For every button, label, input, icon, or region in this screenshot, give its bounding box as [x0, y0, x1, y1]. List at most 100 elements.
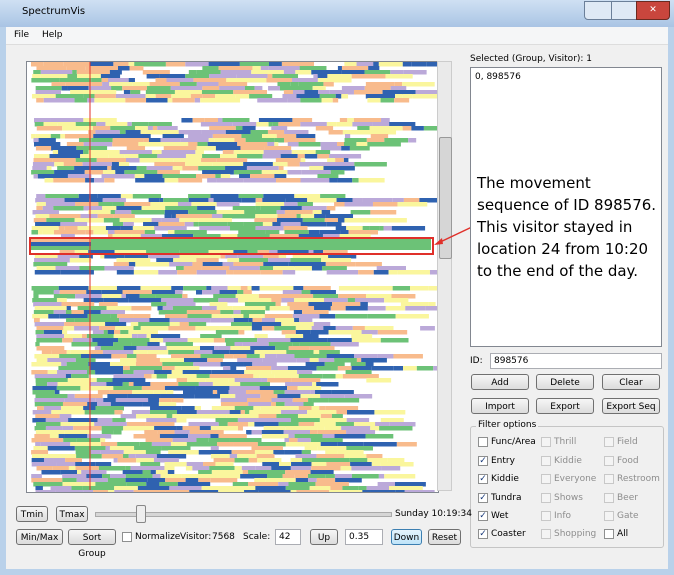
selected-list[interactable]: 0, 898576	[470, 67, 662, 347]
filter-checkbox[interactable]: ✓	[478, 529, 488, 539]
sequence-segment	[269, 306, 290, 311]
sequence-segment	[136, 458, 154, 463]
filter-checkbox[interactable]: ✓	[478, 474, 488, 484]
slider-handle[interactable]	[136, 505, 146, 523]
sequence-segment	[59, 250, 75, 255]
sequence-segment	[80, 154, 109, 159]
sequence-segment	[258, 414, 277, 419]
filter-checkbox[interactable]	[604, 529, 614, 539]
sequence-segment	[267, 74, 273, 79]
sequence-segment	[152, 126, 158, 131]
sequence-segment	[395, 314, 429, 319]
sequence-segment	[244, 490, 259, 492]
sequence-segment	[397, 270, 430, 275]
sequence-segment	[72, 338, 93, 343]
sequence-segment	[382, 90, 416, 95]
sequence-segment	[257, 338, 291, 343]
filter-checkbox[interactable]: ✓	[478, 456, 488, 466]
action-button[interactable]: Delete	[536, 374, 594, 390]
filter-checkbox	[541, 529, 551, 539]
id-input[interactable]: 898576	[490, 353, 662, 369]
sequence-segment	[42, 206, 54, 211]
action-button[interactable]: Export Seq	[602, 398, 660, 414]
sequence-segment	[32, 298, 57, 303]
time-slider[interactable]	[95, 512, 392, 517]
sequence-segment	[313, 294, 339, 299]
filter-checkbox[interactable]: ✓	[478, 511, 488, 521]
sequence-segment	[145, 130, 179, 135]
sequence-segment	[100, 74, 121, 79]
close-button[interactable]: ✕	[636, 1, 670, 20]
step-input[interactable]: 0.35	[345, 529, 383, 545]
sequence-segment	[355, 262, 382, 267]
sequence-segment	[238, 330, 245, 335]
sequence-segment	[215, 94, 236, 99]
scale-input[interactable]: 42	[275, 529, 301, 545]
sequence-segment	[35, 134, 51, 139]
sequence-segment	[162, 174, 197, 179]
menu-item[interactable]: File	[14, 30, 30, 40]
sequence-segment	[262, 222, 273, 227]
action-button[interactable]: Import	[471, 398, 529, 414]
sequence-segment	[111, 162, 119, 167]
sequence-segment	[283, 430, 311, 435]
sequence-segment	[165, 206, 198, 211]
sequence-segment	[65, 134, 94, 139]
sequence-segment	[64, 198, 90, 203]
sequence-segment	[33, 482, 63, 487]
up-button[interactable]: Up	[310, 529, 338, 545]
sequence-segment	[344, 134, 351, 139]
sequence-segment	[114, 250, 147, 255]
down-button[interactable]: Down	[391, 529, 422, 545]
sequence-segment	[95, 482, 127, 487]
sequence-segment	[321, 98, 333, 103]
sequence-segment	[174, 90, 202, 95]
sequence-segment	[35, 442, 41, 447]
sequence-segment	[379, 226, 384, 231]
sequence-segment	[351, 334, 373, 339]
filter-checkbox[interactable]	[478, 437, 488, 447]
sequence-segment	[127, 394, 161, 399]
scroll-thumb[interactable]	[439, 137, 452, 259]
sequence-segment	[145, 94, 156, 99]
sequence-segment	[133, 382, 151, 387]
filter-checkbox[interactable]: ✓	[478, 493, 488, 503]
minmax-button[interactable]: Min/Max	[16, 529, 63, 545]
sequence-segment	[111, 86, 123, 91]
sequence-segment	[195, 150, 204, 155]
sequence-segment	[285, 470, 311, 475]
sequence-segment	[34, 426, 46, 431]
sequence-segment	[237, 426, 243, 431]
sequence-segment	[261, 434, 289, 439]
sequence-segment	[252, 362, 277, 367]
sequence-segment	[327, 338, 352, 343]
sequence-segment	[99, 326, 116, 331]
sequence-segment	[33, 154, 50, 159]
sequence-segment	[164, 142, 189, 147]
sequence-segment	[199, 426, 211, 431]
action-button[interactable]: Clear	[602, 374, 660, 390]
sequence-segment	[297, 154, 305, 159]
menu-item[interactable]: Help	[42, 30, 63, 40]
sequence-segment	[113, 334, 132, 339]
tmax-button[interactable]: Tmax	[56, 506, 88, 522]
sequence-segment	[232, 314, 244, 319]
sequence-segment	[106, 382, 123, 387]
scrollbar[interactable]	[437, 61, 452, 491]
tmin-button[interactable]: Tmin	[16, 506, 48, 522]
sequence-segment	[130, 90, 141, 95]
list-item[interactable]: 0, 898576	[475, 72, 521, 82]
sequence-segment	[172, 414, 203, 419]
sequence-segment	[294, 434, 323, 439]
normalize-checkbox[interactable]	[122, 532, 132, 542]
reset-button[interactable]: Reset	[428, 529, 461, 545]
sequence-segment	[252, 318, 262, 323]
sequence-segment	[162, 362, 194, 367]
sequence-segment	[83, 310, 101, 315]
action-button[interactable]: Add	[471, 374, 529, 390]
sequence-segment	[153, 390, 167, 395]
sequence-segment	[227, 422, 248, 427]
sort-group-button[interactable]: Sort Group	[68, 529, 116, 559]
sequence-segment	[362, 198, 393, 203]
action-button[interactable]: Export	[536, 398, 594, 414]
